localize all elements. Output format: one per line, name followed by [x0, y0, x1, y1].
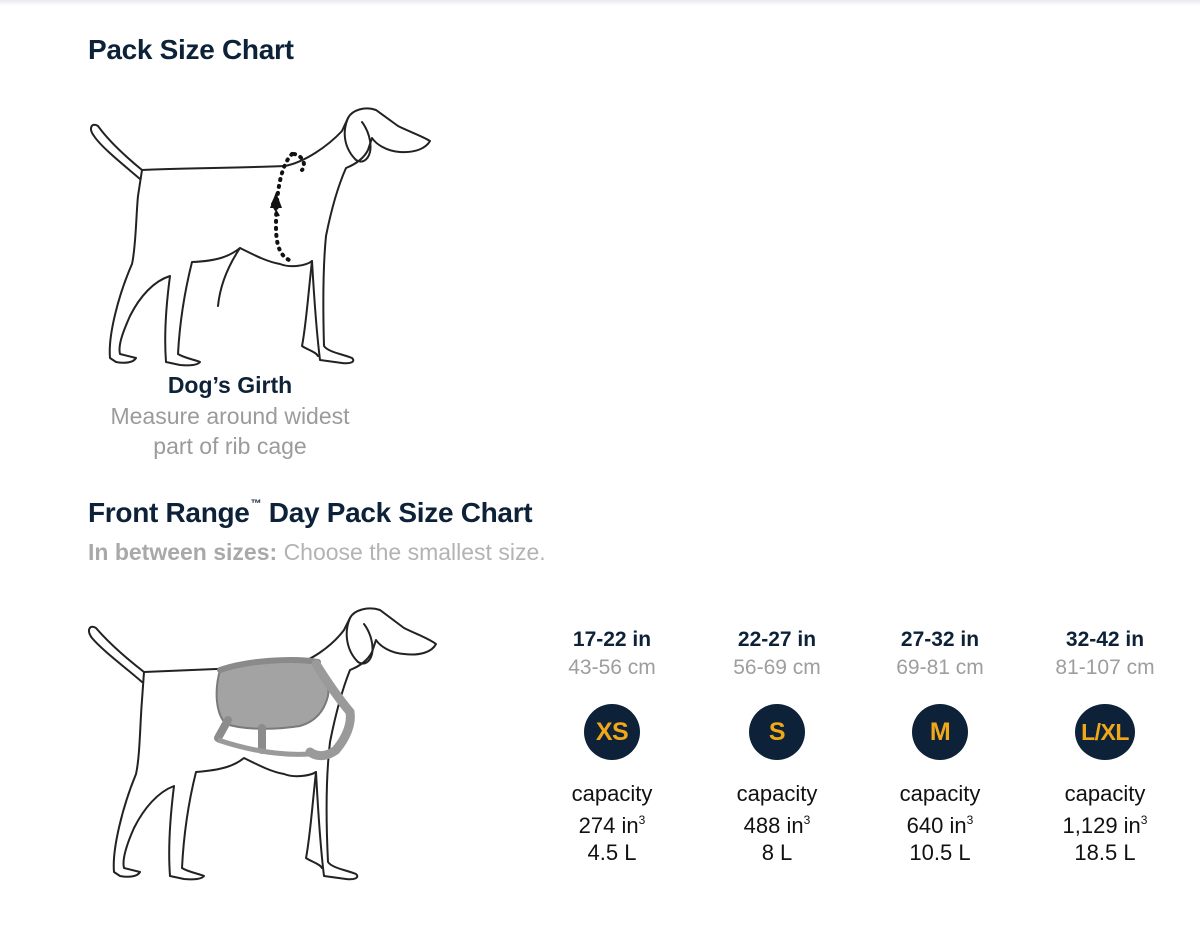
note-text: Choose the smallest size. [283, 539, 546, 565]
capacity-label: capacity [571, 781, 653, 806]
front-range-title: Front Range™ Day Pack Size Chart [88, 497, 533, 529]
size-badge: S [749, 704, 805, 760]
size-column-s: 22-27 in 56-69 cm S capacity 488 in3 8 L [702, 626, 852, 866]
capacity-block: capacity 488 in3 8 L [702, 780, 852, 866]
capacity-label: capacity [1064, 781, 1146, 806]
girth-range-cm: 56-69 cm [733, 656, 821, 679]
note-label: In between sizes: [88, 539, 278, 565]
capacity-in-value: 1,129 in [1062, 813, 1141, 838]
capacity-block: capacity 1,129 in3 18.5 L [1030, 780, 1180, 866]
capacity-block: capacity 640 in3 10.5 L [865, 780, 1015, 866]
capacity-cubic-inches: 640 in3 [865, 807, 1015, 839]
size-column-xs: 17-22 in 43-56 cm XS capacity 274 in3 4.… [537, 626, 687, 866]
capacity-label: capacity [899, 781, 981, 806]
girth-range-in: 27-32 in [900, 628, 980, 651]
capacity-liters: 8 L [761, 840, 793, 865]
girth-range-in: 17-22 in [572, 628, 652, 651]
cubic-exponent: 3 [803, 813, 811, 827]
pack-size-chart-title: Pack Size Chart [88, 34, 294, 65]
size-badge: M [912, 704, 968, 760]
capacity-cubic-inches: 488 in3 [702, 807, 852, 839]
size-column-m: 27-32 in 69-81 cm M capacity 640 in3 10.… [865, 626, 1015, 866]
capacity-liters: 10.5 L [909, 840, 971, 865]
size-column-lxl: 32-42 in 81-107 cm L/XL capacity 1,129 i… [1030, 626, 1180, 866]
dog-with-pack-illustration [88, 607, 437, 881]
girth-range-in: 32-42 in [1065, 628, 1145, 651]
dog-girth-illustration [90, 107, 431, 367]
cubic-exponent: 3 [1140, 813, 1148, 827]
capacity-cubic-inches: 274 in3 [537, 807, 687, 839]
capacity-block: capacity 274 in3 4.5 L [537, 780, 687, 866]
size-badge: XS [584, 704, 640, 760]
front-range-title-rest: Day Pack Size Chart [261, 497, 533, 528]
girth-range-cm: 81-107 cm [1055, 656, 1155, 679]
capacity-liters: 4.5 L [587, 840, 637, 865]
capacity-in-value: 274 in [578, 813, 639, 838]
in-between-sizes-note: In between sizes: Choose the smallest si… [88, 539, 546, 566]
girth-range-cm: 69-81 cm [896, 656, 984, 679]
capacity-liters: 18.5 L [1074, 840, 1136, 865]
girth-range-in: 22-27 in [737, 628, 817, 651]
front-range-title-main: Front Range [88, 497, 250, 528]
size-badge: L/XL [1075, 704, 1135, 760]
capacity-cubic-inches: 1,129 in3 [1030, 807, 1180, 839]
capacity-in-value: 640 in [906, 813, 967, 838]
capacity-label: capacity [736, 781, 818, 806]
girth-caption: Dog’s Girth Measure around widest part o… [80, 372, 380, 461]
capacity-in-value: 488 in [743, 813, 804, 838]
girth-range-cm: 43-56 cm [568, 656, 656, 679]
girth-description: Measure around widest part of rib cage [110, 403, 350, 459]
top-shadow-bar [0, 0, 1200, 6]
cubic-exponent: 3 [966, 813, 974, 827]
girth-label: Dog’s Girth [167, 372, 293, 398]
trademark-symbol: ™ [250, 498, 262, 510]
cubic-exponent: 3 [638, 813, 646, 827]
